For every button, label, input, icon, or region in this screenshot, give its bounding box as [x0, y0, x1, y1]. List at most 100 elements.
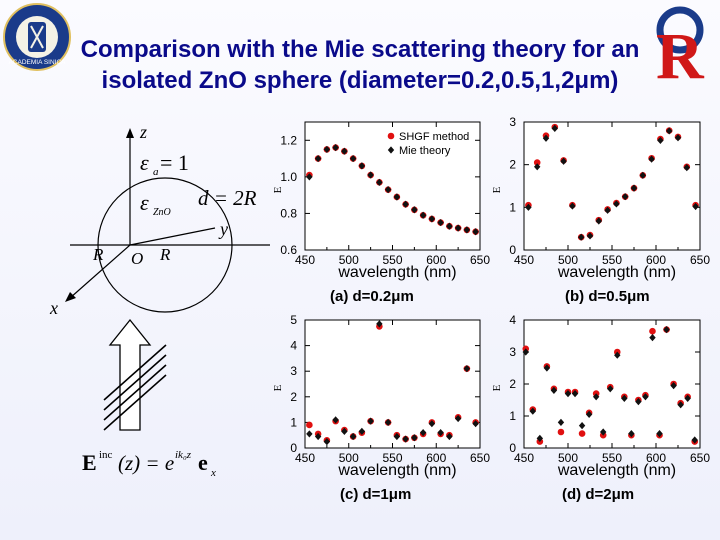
epsilon-a-symbol: ε [140, 150, 149, 175]
sphere-diagram: z y x ε a = 1 ε ZnO d = 2R R O R [49, 122, 270, 318]
epsilon-zno-subscript: ZnO [153, 207, 171, 218]
y-tick-label: 2 [290, 390, 297, 404]
radius-left-label: R [92, 245, 104, 264]
y-axis-label: E [491, 384, 503, 391]
y-tick-label: 0.8 [280, 206, 297, 220]
data-point-mie [670, 382, 677, 390]
data-point-mie [630, 184, 638, 192]
x-tick-label: 650 [690, 451, 710, 465]
data-point-mie [657, 136, 664, 144]
incident-wave [103, 318, 167, 431]
data-point-shgf [557, 428, 565, 436]
data-point-mie [586, 232, 594, 240]
data-point-mie [428, 215, 436, 223]
data-point-mie [446, 432, 453, 441]
data-point-mie [367, 417, 374, 425]
data-point-mie [628, 430, 635, 438]
data-point-mie [323, 145, 331, 154]
data-point-mie [428, 420, 436, 428]
data-point-mie [376, 178, 383, 186]
data-point-mie [592, 393, 600, 401]
x-tick-label: 550 [602, 253, 622, 267]
incident-field-formula: E inc (z) = e ik₀z e x [82, 449, 216, 479]
data-point-mie [529, 407, 536, 415]
x-arrow-icon [65, 292, 76, 302]
x-tick-label: 650 [470, 451, 490, 465]
x-tick-label: 500 [558, 253, 578, 267]
data-point-mie [569, 202, 576, 210]
y-tick-label: 0 [509, 243, 516, 257]
epsilon-a-subscript: a [153, 166, 159, 178]
legend-label-shgf: SHGF method [399, 131, 469, 143]
x-axis [69, 244, 131, 299]
logo-right-text: R [656, 20, 705, 84]
x-tick-label: 450 [295, 451, 315, 465]
data-point-shgf [578, 430, 586, 437]
x-tick-label: 450 [295, 253, 315, 267]
data-point-mie [648, 155, 655, 163]
x-tick-label: 600 [646, 253, 666, 267]
einc-unit-vector: e [198, 450, 208, 475]
institute-logo: R [656, 6, 705, 84]
data-point-mie [557, 418, 565, 426]
chart-a: 450 500 550 600 650 0.6 0.8 1.0 1.2 wavelength (n… [272, 121, 490, 281]
data-point-mie [341, 427, 348, 435]
series-mie-theory [306, 144, 479, 236]
epsilon-zno-symbol: ε [140, 190, 149, 215]
legend: SHGF method Mie theory [387, 131, 469, 157]
data-point-mie [683, 164, 690, 172]
data-point-mie [314, 432, 322, 441]
data-point-mie [437, 429, 444, 437]
slide-title: Comparison with the Mie scattering theor… [0, 34, 720, 96]
einc-argument: (z) = e [118, 451, 174, 475]
data-point-mie [306, 173, 313, 181]
data-point-mie [437, 218, 444, 227]
data-point-mie [560, 157, 567, 165]
data-point-mie [446, 222, 453, 230]
data-point-mie [358, 427, 366, 435]
data-point-shgf [649, 327, 656, 335]
data-point-shgf [533, 159, 541, 166]
data-point-mie [472, 228, 479, 236]
data-point-mie [411, 206, 418, 214]
data-point-mie [578, 233, 585, 241]
y-axis [129, 227, 216, 246]
chart-d: 450 500 550 600 650 0 1 2 3 4 wavelength (nm) E [491, 313, 710, 479]
data-point-mie [639, 171, 646, 179]
legend-marker-shgf [387, 132, 395, 140]
epsilon-a-value: = 1 [160, 150, 189, 175]
x-tick-label: 600 [426, 451, 446, 465]
series-mie-theory [525, 124, 699, 241]
data-point-mie [677, 401, 684, 409]
data-point-mie [674, 134, 682, 142]
data-point-mie [306, 430, 313, 438]
academia-sinica-logo: ACADEMIA SINICA [3, 3, 71, 71]
chart-c: 450 500 550 600 650 0 1 2 3 4 5 wavelength (nm) E [272, 313, 490, 479]
data-point-mie [635, 398, 642, 406]
data-point-mie [402, 435, 409, 443]
axis-z-label: z [139, 122, 147, 142]
x-axis-label: wavelength (nm) [557, 462, 676, 479]
x-axis-label: wavelength (nm) [337, 264, 456, 281]
logo-left-text: ACADEMIA SINICA [8, 59, 66, 66]
data-point-mie [419, 429, 427, 437]
data-point-mie [349, 432, 357, 441]
axis-y-label: y [218, 219, 228, 239]
data-point-mie [684, 394, 691, 402]
x-tick-label: 650 [470, 253, 490, 267]
origin-label: O [131, 249, 143, 268]
data-point-mie [419, 211, 427, 219]
x-tick-label: 450 [514, 451, 534, 465]
y-tick-label: 0 [290, 441, 297, 455]
data-point-mie [578, 422, 586, 430]
data-point-mie [393, 193, 401, 201]
y-tick-label: 3 [509, 115, 516, 129]
y-tick-label: 1 [290, 415, 297, 429]
y-tick-label: 2 [509, 158, 516, 172]
wavefront-lines-icon [103, 344, 167, 431]
radius-right-label: R [159, 245, 171, 264]
x-tick-label: 500 [558, 451, 578, 465]
einc-E: E [82, 450, 97, 475]
legend-marker-mie [387, 146, 395, 154]
data-point-mie [472, 420, 479, 428]
